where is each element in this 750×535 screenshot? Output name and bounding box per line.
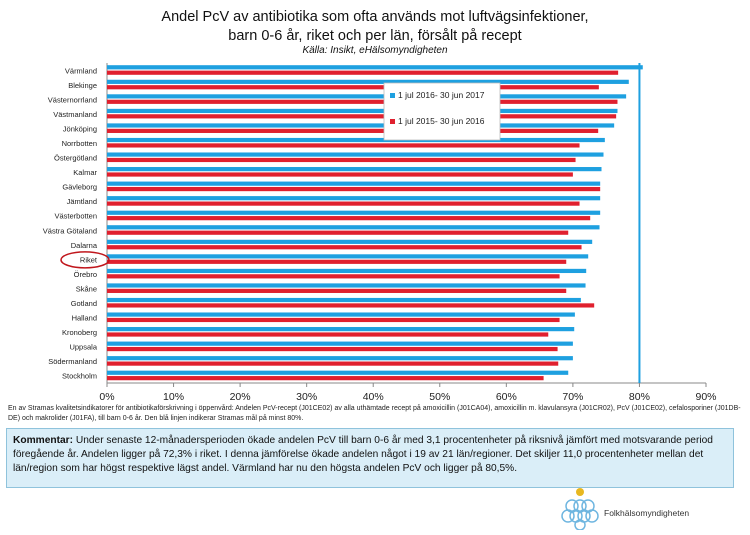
bar-series2: [107, 230, 569, 235]
bar-series1: [107, 79, 629, 84]
bar-series2: [107, 303, 595, 308]
bar-series1: [107, 254, 589, 259]
x-tick-label: 70%: [562, 391, 583, 402]
bar-series1: [107, 94, 627, 99]
category-label: Östergötland: [54, 154, 97, 163]
bar-series1: [107, 356, 573, 361]
chart-title-line2: barn 0-6 år, riket och per län, försålt …: [228, 28, 522, 44]
bar-series1: [107, 210, 601, 215]
category-label: Stockholm: [62, 372, 97, 381]
chart-footnote: En av Stramas kvalitetsindikatorer för a…: [8, 405, 741, 422]
bar-series2: [107, 346, 558, 352]
bar-series2: [107, 114, 617, 119]
bar-series1: [107, 283, 586, 288]
category-label: Västmanland: [53, 110, 97, 119]
bar-series2: [107, 128, 599, 133]
bar-series2: [107, 143, 580, 148]
category-label: Västernorrland: [48, 95, 97, 104]
bar-series2: [107, 216, 591, 221]
bar-series2: [107, 85, 599, 90]
bar-series2: [107, 70, 619, 75]
category-label: Riket: [80, 255, 98, 264]
category-label: Gävleborg: [62, 183, 97, 192]
agency-logo: Folkhälsomyndigheten: [558, 486, 708, 531]
category-label: Halland: [72, 314, 97, 323]
bar-series1: [107, 196, 601, 201]
comment-text: Under senaste 12-månadersperioden ökade …: [13, 435, 713, 474]
category-label: Blekinge: [68, 81, 97, 90]
logo-text: Folkhälsomyndigheten: [604, 508, 690, 518]
chart-title: Andel PcV av antibiotika som ofta använd…: [0, 8, 750, 46]
bar-series1: [107, 152, 604, 157]
bar-series1: [107, 341, 573, 346]
bar-series2: [107, 99, 618, 104]
x-tick-label: 90%: [695, 391, 716, 402]
bar-series1: [107, 239, 593, 244]
x-tick-label: 10%: [163, 391, 184, 402]
category-label: Uppsala: [69, 343, 97, 352]
bar-series1: [107, 225, 600, 230]
x-tick-label: 50%: [429, 391, 450, 402]
bar-series1: [107, 268, 587, 274]
chart-source: Källa: Insikt, eHälsomyndigheten: [302, 45, 448, 56]
legend-swatch: [390, 93, 395, 98]
bar-series2: [107, 172, 573, 177]
x-tick-label: 30%: [296, 391, 317, 402]
category-label: Södermanland: [48, 357, 97, 366]
category-label: Västerbotten: [54, 212, 97, 221]
comment-label: Kommentar:: [13, 435, 74, 446]
category-label: Skåne: [76, 284, 97, 293]
category-label: Norrbotten: [62, 139, 97, 148]
category-label: Västra Götaland: [43, 226, 97, 235]
category-label: Gotland: [71, 299, 97, 308]
legend-swatch: [390, 119, 395, 124]
category-label: Örebro: [74, 270, 97, 279]
bar-series2: [107, 361, 559, 366]
bar-series1: [107, 370, 569, 375]
bar-series2: [107, 201, 580, 206]
bar-series1: [107, 312, 575, 317]
legend-label: 1 jul 2015- 30 jun 2016: [398, 116, 485, 126]
x-tick-label: 60%: [496, 391, 517, 402]
category-label: Jönköping: [63, 124, 97, 133]
bar-series2: [107, 332, 549, 337]
x-tick-label: 80%: [629, 391, 650, 402]
bar-series1: [107, 137, 605, 143]
bar-series2: [107, 376, 544, 381]
category-label: Jämtland: [67, 197, 97, 206]
bar-series1: [107, 167, 602, 172]
bar-series1: [107, 65, 643, 70]
category-label: Dalarna: [71, 241, 98, 250]
bar-series2: [107, 245, 582, 250]
category-label: Kronoberg: [62, 328, 97, 337]
x-tick-label: 20%: [230, 391, 251, 402]
x-tick-label: 40%: [363, 391, 384, 402]
bar-series2: [107, 274, 560, 279]
category-label: Kalmar: [73, 168, 97, 177]
bar-series1: [107, 297, 581, 303]
category-label: Värmland: [65, 66, 97, 75]
bar-series1: [107, 327, 575, 332]
bar-series2: [107, 186, 601, 192]
x-tick-label: 0%: [99, 391, 114, 402]
bar-series2: [107, 157, 576, 163]
bar-series2: [107, 317, 560, 323]
comment-box: Kommentar: Under senaste 12-månadersperi…: [6, 428, 734, 488]
highlight-ellipse: [60, 251, 110, 269]
bar-series1: [107, 108, 618, 114]
logo-emblem-icon: [561, 488, 599, 531]
bar-series2: [107, 259, 567, 264]
legend-label: 1 jul 2016- 30 jun 2017: [398, 90, 485, 100]
bar-series1: [107, 123, 615, 128]
chart-title-line1: Andel PcV av antibiotika som ofta använd…: [161, 9, 589, 25]
bar-series2: [107, 288, 567, 293]
legend-box: [383, 82, 501, 141]
bar-series1: [107, 181, 601, 186]
bar-chart: 0% 10% 20% 30% 40% 50% 60% 70% 80% 90% Värmland Ble…: [43, 63, 717, 402]
